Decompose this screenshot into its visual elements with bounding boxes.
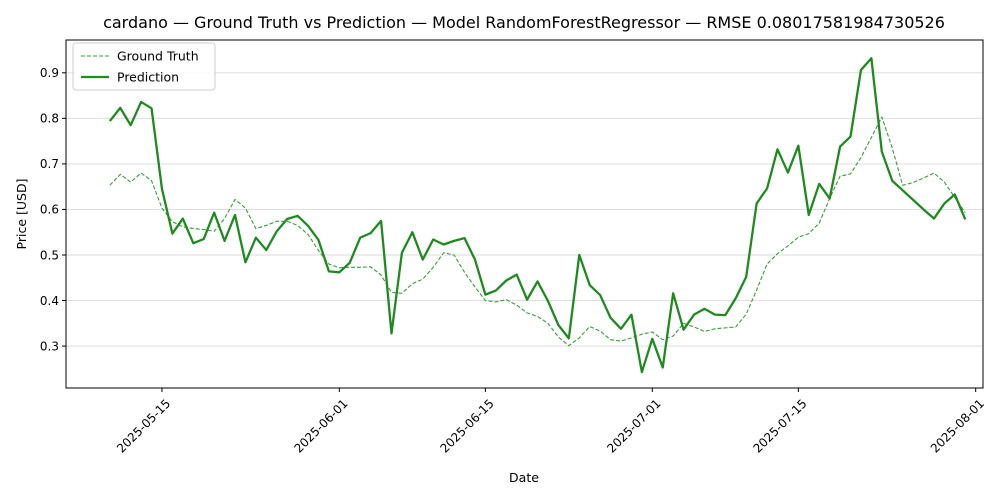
y-tick-label: 0.9 — [40, 66, 59, 80]
y-tick-label: 0.7 — [40, 157, 59, 171]
legend-label-ground-truth: Ground Truth — [117, 49, 199, 64]
y-axis-label: Price [USD] — [14, 179, 29, 250]
y-tick-label: 0.4 — [40, 294, 59, 308]
chart-title: cardano — Ground Truth vs Prediction — M… — [103, 13, 945, 32]
y-tick-label: 0.8 — [40, 112, 59, 126]
x-axis-label: Date — [509, 470, 539, 485]
y-tick-label: 0.5 — [40, 248, 59, 262]
legend-label-prediction: Prediction — [117, 70, 179, 85]
legend: Ground Truth Prediction — [73, 43, 215, 90]
y-tick-label: 0.6 — [40, 203, 59, 217]
y-tick-label: 0.3 — [40, 339, 59, 353]
